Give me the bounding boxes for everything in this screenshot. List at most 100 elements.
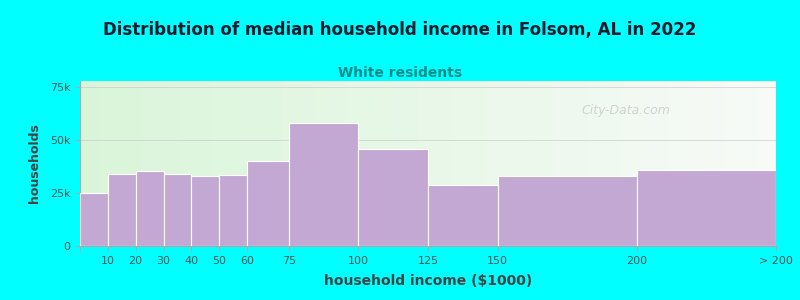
Bar xyxy=(372,81,376,246)
Bar xyxy=(428,81,431,246)
Bar xyxy=(696,81,699,246)
Bar xyxy=(484,81,487,246)
Bar xyxy=(714,81,717,246)
Bar xyxy=(410,81,414,246)
Bar xyxy=(330,81,334,246)
Bar xyxy=(358,81,362,246)
Bar xyxy=(146,81,150,246)
Bar xyxy=(619,81,623,246)
Bar xyxy=(258,81,261,246)
Bar xyxy=(637,170,776,246)
Bar xyxy=(654,81,658,246)
Bar xyxy=(111,81,115,246)
Bar xyxy=(386,81,390,246)
Bar xyxy=(554,81,557,246)
Bar xyxy=(745,81,748,246)
Bar xyxy=(163,81,167,246)
Bar xyxy=(452,81,456,246)
Bar xyxy=(136,171,163,246)
Bar xyxy=(400,81,404,246)
Bar xyxy=(101,81,104,246)
Bar xyxy=(150,81,153,246)
Bar xyxy=(278,81,282,246)
Bar xyxy=(390,81,394,246)
Bar xyxy=(425,81,428,246)
Bar xyxy=(456,81,459,246)
Bar xyxy=(515,81,518,246)
Bar xyxy=(706,81,710,246)
Bar xyxy=(613,81,616,246)
Bar xyxy=(418,81,421,246)
Bar xyxy=(195,81,198,246)
Bar xyxy=(675,81,678,246)
Bar xyxy=(341,81,345,246)
Bar xyxy=(289,123,358,246)
Bar xyxy=(243,81,247,246)
Y-axis label: households: households xyxy=(28,124,42,203)
Bar xyxy=(730,81,734,246)
Bar xyxy=(160,81,163,246)
Bar xyxy=(650,81,654,246)
Bar xyxy=(202,81,206,246)
Bar xyxy=(581,81,585,246)
Bar xyxy=(752,81,755,246)
Bar xyxy=(313,81,317,246)
Bar xyxy=(588,81,591,246)
Bar xyxy=(546,81,550,246)
Bar xyxy=(142,81,146,246)
Bar xyxy=(184,81,188,246)
Bar xyxy=(355,81,358,246)
Bar xyxy=(206,81,209,246)
Bar xyxy=(170,81,174,246)
Bar xyxy=(327,81,330,246)
Bar xyxy=(83,81,87,246)
Bar xyxy=(626,81,630,246)
Bar xyxy=(302,81,306,246)
Bar xyxy=(362,81,366,246)
Bar xyxy=(435,81,438,246)
Bar xyxy=(382,81,386,246)
Bar xyxy=(598,81,602,246)
Bar xyxy=(310,81,313,246)
Bar xyxy=(226,81,230,246)
Bar xyxy=(682,81,686,246)
Bar xyxy=(710,81,714,246)
Bar xyxy=(407,81,410,246)
Bar xyxy=(498,81,501,246)
Bar xyxy=(122,81,126,246)
Bar xyxy=(80,193,108,246)
Bar xyxy=(766,81,769,246)
Bar xyxy=(758,81,762,246)
Bar xyxy=(296,81,299,246)
Bar xyxy=(126,81,129,246)
Bar xyxy=(323,81,327,246)
Bar xyxy=(661,81,665,246)
Bar xyxy=(94,81,98,246)
Bar xyxy=(265,81,268,246)
Bar xyxy=(616,81,619,246)
Bar xyxy=(198,81,202,246)
Bar xyxy=(769,81,773,246)
Bar xyxy=(498,176,637,246)
Bar xyxy=(299,81,302,246)
Bar xyxy=(376,81,379,246)
Bar xyxy=(181,81,184,246)
Bar xyxy=(174,81,178,246)
Bar xyxy=(414,81,418,246)
Bar xyxy=(132,81,136,246)
Bar xyxy=(474,81,477,246)
Bar xyxy=(191,81,195,246)
Bar xyxy=(748,81,752,246)
Bar xyxy=(678,81,682,246)
Bar xyxy=(585,81,588,246)
Bar xyxy=(209,81,212,246)
Bar xyxy=(366,81,369,246)
Bar xyxy=(505,81,508,246)
Bar xyxy=(446,81,449,246)
Bar xyxy=(275,81,278,246)
Bar xyxy=(647,81,650,246)
Bar xyxy=(536,81,539,246)
Bar xyxy=(247,81,250,246)
Bar xyxy=(233,81,237,246)
Bar xyxy=(87,81,90,246)
